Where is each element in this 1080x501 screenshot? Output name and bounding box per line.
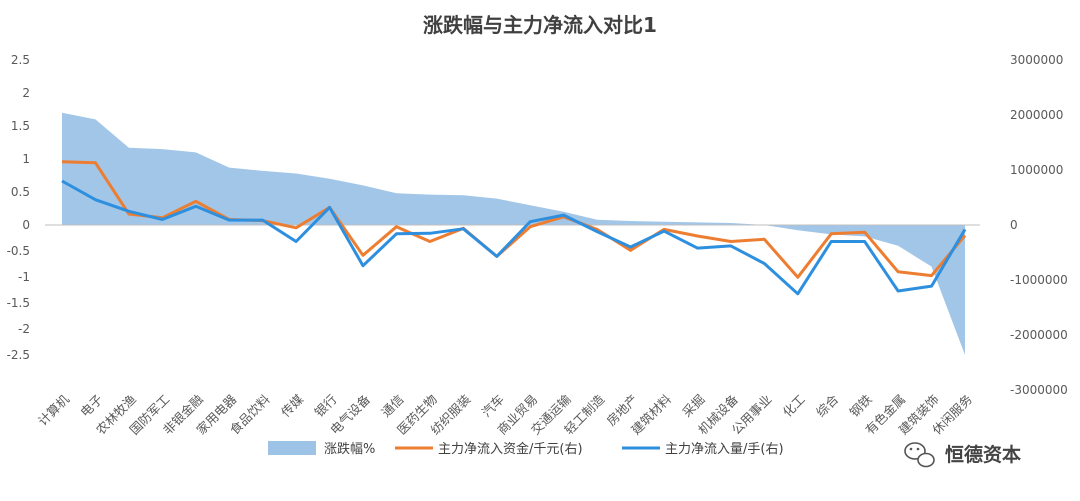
- line-series-inflow-amount: [61, 160, 967, 279]
- category-label: 通信: [378, 392, 406, 420]
- category-label: 综合: [813, 391, 842, 420]
- category-label: 传媒: [278, 391, 307, 420]
- left-tick-label: -2.5: [7, 348, 30, 362]
- left-tick-label: -0.5: [7, 244, 30, 258]
- left-tick-label: -1: [18, 270, 30, 284]
- legend: 涨跌幅% 主力净流入资金/千元(右) 主力净流入量/手(右): [268, 441, 784, 457]
- right-tick-label: -2000000: [1010, 328, 1068, 342]
- watermark: 恒德资本: [904, 442, 1021, 468]
- chart-title: 涨跌幅与主力净流入对比1: [423, 13, 657, 37]
- left-tick-label: 2.5: [11, 53, 30, 67]
- wechat-icon: [904, 442, 935, 468]
- right-tick-label: -3000000: [1010, 383, 1068, 397]
- right-axis: 3000000 2000000 1000000 0 -1000000 -2000000 -3…: [1010, 53, 1068, 397]
- left-tick-label: 0: [22, 218, 30, 232]
- left-tick-label: -2: [18, 322, 30, 336]
- category-label: 计算机: [35, 391, 72, 428]
- left-axis: 2.5 2 1.5 1 0.5 0 -0.5 -1 -1.5 -2 -2.5: [7, 53, 30, 362]
- category-label: 采掘: [679, 392, 707, 420]
- left-tick-label: 2: [22, 86, 30, 100]
- left-tick-label: 1.5: [11, 119, 30, 133]
- right-tick-label: -1000000: [1010, 273, 1068, 287]
- category-label: 钢铁: [846, 391, 875, 420]
- left-tick-label: 1: [22, 152, 30, 166]
- area-series-change-pct: [62, 112, 965, 355]
- right-tick-label: 3000000: [1010, 53, 1063, 67]
- plot-area: [45, 112, 980, 355]
- legend-label-area: 涨跌幅%: [324, 441, 375, 457]
- category-label: 电子: [77, 392, 105, 420]
- left-tick-label: 0.5: [11, 185, 30, 199]
- category-label: 银行: [311, 392, 339, 420]
- legend-label-inflow-volume: 主力净流入量/手(右): [665, 442, 784, 457]
- line-series-inflow-volume: [61, 179, 967, 296]
- category-label: 汽车: [479, 392, 507, 420]
- category-label: 化工: [780, 392, 808, 420]
- watermark-text: 恒德资本: [945, 443, 1021, 466]
- legend-swatch-area: [268, 441, 316, 455]
- left-tick-label: -1.5: [7, 296, 30, 310]
- right-tick-label: 1000000: [1010, 163, 1063, 177]
- right-tick-label: 0: [1010, 218, 1018, 232]
- right-tick-label: 2000000: [1010, 108, 1063, 122]
- legend-label-inflow-amount: 主力净流入资金/千元(右): [438, 441, 583, 457]
